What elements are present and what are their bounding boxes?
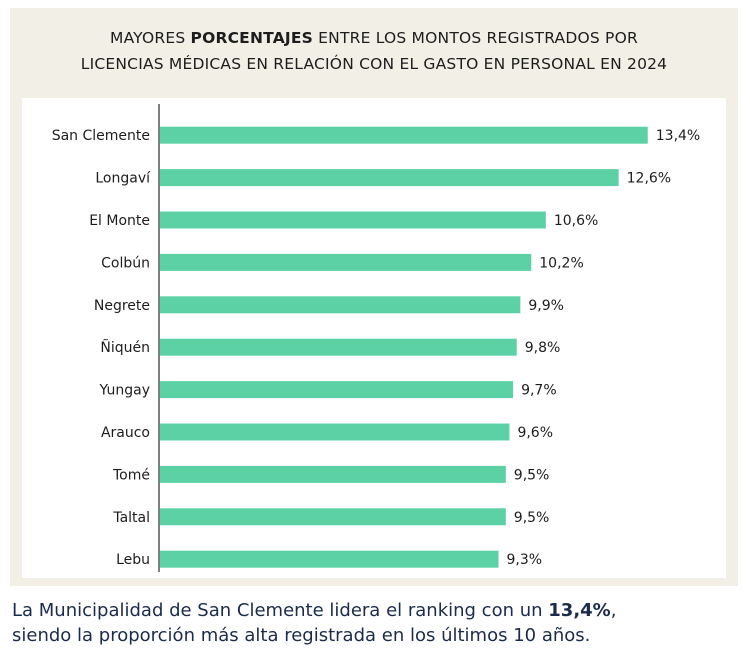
category-label: Longaví xyxy=(95,171,151,187)
category-label: Ñiquén xyxy=(100,339,150,356)
title-line1-post: ENTRE LOS MONTOS REGISTRADOS POR xyxy=(313,29,638,47)
bar xyxy=(160,169,619,187)
caption-line1-pre: La Municipalidad de San Clemente lidera … xyxy=(12,600,549,621)
category-label: Colbún xyxy=(101,255,150,271)
category-label: Tomé xyxy=(112,467,150,483)
bar xyxy=(160,253,532,271)
data-label: 13,4% xyxy=(656,128,700,144)
caption-line1-bold: 13,4% xyxy=(548,600,611,621)
bar xyxy=(160,550,499,568)
caption-line-1: La Municipalidad de San Clemente lidera … xyxy=(12,598,742,623)
title-line1-bold: PORCENTAJES xyxy=(190,29,314,47)
chart-title: MAYORES PORCENTAJES ENTRE LOS MONTOS REG… xyxy=(10,8,738,94)
category-label: Lebu xyxy=(116,552,150,568)
category-label: Yungay xyxy=(99,383,150,399)
data-label: 12,6% xyxy=(627,171,671,187)
data-label: 9,8% xyxy=(525,340,561,356)
category-label: El Monte xyxy=(89,213,150,229)
category-label: Negrete xyxy=(94,298,150,314)
caption: La Municipalidad de San Clemente lidera … xyxy=(12,598,742,648)
data-label: 9,9% xyxy=(528,298,564,314)
data-label: 9,7% xyxy=(521,383,557,399)
bar xyxy=(160,296,521,314)
bar xyxy=(160,126,648,144)
plot-area: San Clemente 13,4% Longaví 12,6% El Monte 10,… xyxy=(22,98,726,578)
data-label: 10,6% xyxy=(554,213,598,229)
category-label: San Clemente xyxy=(52,128,150,144)
bar xyxy=(160,508,506,526)
caption-line1-post: , xyxy=(610,600,617,621)
category-label: Taltal xyxy=(112,510,150,526)
data-label: 9,5% xyxy=(514,467,550,483)
title-line1-pre: MAYORES xyxy=(110,29,191,47)
data-label: 9,6% xyxy=(517,425,553,441)
category-label: Arauco xyxy=(101,425,150,441)
bar xyxy=(160,465,506,483)
bar xyxy=(160,381,514,399)
data-label: 9,5% xyxy=(514,510,550,526)
bar xyxy=(160,211,546,229)
data-label: 10,2% xyxy=(539,255,583,271)
chart-card: MAYORES PORCENTAJES ENTRE LOS MONTOS REG… xyxy=(10,8,738,586)
bar xyxy=(160,338,517,356)
title-line-1: MAYORES PORCENTAJES ENTRE LOS MONTOS REG… xyxy=(110,25,638,51)
data-label: 9,3% xyxy=(507,552,543,568)
bar-chart: San Clemente 13,4% Longaví 12,6% El Monte 10,… xyxy=(52,104,700,572)
caption-line-2: siendo la proporción más alta registrada… xyxy=(12,625,591,646)
bar xyxy=(160,423,510,441)
title-line-2: LICENCIAS MÉDICAS EN RELACIÓN CON EL GAS… xyxy=(80,55,668,73)
